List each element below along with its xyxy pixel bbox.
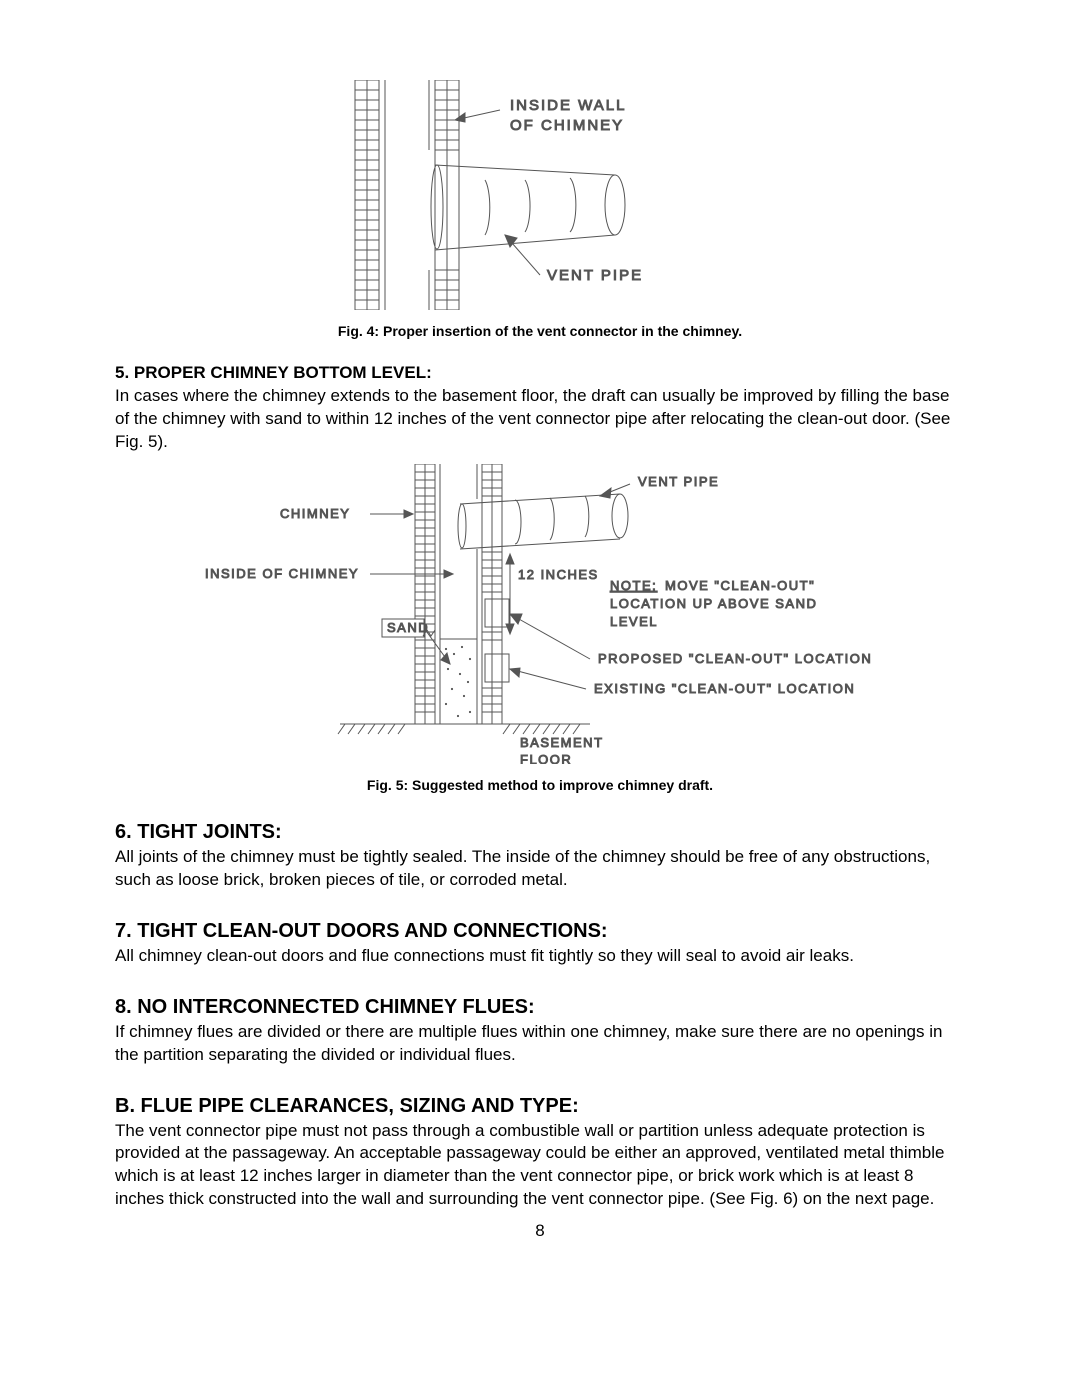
- fig5-label-note-3: LOCATION UP ABOVE SAND: [610, 596, 817, 611]
- fig5-label-proposed: PROPOSED "CLEAN-OUT" LOCATION: [598, 651, 872, 666]
- section-5-title: 5. PROPER CHIMNEY BOTTOM LEVEL:: [115, 363, 965, 383]
- fig4-label-inside-wall-1: INSIDE WALL: [510, 97, 626, 114]
- section-5: 5. PROPER CHIMNEY BOTTOM LEVEL: In cases…: [115, 363, 965, 454]
- fig5-label-basement-2: FLOOR: [520, 752, 572, 764]
- fig5-label-inside: INSIDE OF CHIMNEY: [205, 566, 359, 581]
- figure-5: CHIMNEY INSIDE OF CHIMNEY VENT PIPE 12 I…: [115, 464, 965, 793]
- figure-5-svg: CHIMNEY INSIDE OF CHIMNEY VENT PIPE 12 I…: [170, 464, 910, 764]
- figure-5-caption: Fig. 5: Suggested method to improve chim…: [115, 777, 965, 793]
- fig5-label-existing: EXISTING "CLEAN-OUT" LOCATION: [594, 681, 855, 696]
- section-6-title: 6. TIGHT JOINTS:: [115, 821, 965, 844]
- fig5-label-basement-1: BASEMENT: [520, 735, 604, 750]
- section-b-title: B. FLUE PIPE CLEARANCES, SIZING AND TYPE…: [115, 1095, 965, 1118]
- fig5-label-note-2: MOVE "CLEAN-OUT": [665, 578, 815, 593]
- fig5-label-sand: SAND: [387, 620, 429, 635]
- figure-4-svg: INSIDE WALL OF CHIMNEY VENT PIPE: [325, 80, 755, 310]
- section-7-body: All chimney clean-out doors and flue con…: [115, 945, 965, 968]
- page-number: 8: [0, 1221, 1080, 1241]
- figure-4: INSIDE WALL OF CHIMNEY VENT PIPE Fig. 4:…: [115, 80, 965, 339]
- fig5-label-chimney: CHIMNEY: [280, 506, 350, 521]
- fig5-label-note-1: NOTE:: [610, 578, 657, 593]
- section-b-body: The vent connector pipe must not pass th…: [115, 1120, 965, 1212]
- section-6-body: All joints of the chimney must be tightl…: [115, 846, 965, 892]
- section-8-title: 8. NO INTERCONNECTED CHIMNEY FLUES:: [115, 996, 965, 1019]
- fig5-label-note-4: LEVEL: [610, 614, 658, 629]
- fig5-label-12inches: 12 INCHES: [518, 567, 599, 582]
- figure-4-caption: Fig. 4: Proper insertion of the vent con…: [115, 323, 965, 339]
- document-page: INSIDE WALL OF CHIMNEY VENT PIPE Fig. 4:…: [0, 0, 1080, 1271]
- section-8-body: If chimney flues are divided or there ar…: [115, 1021, 965, 1067]
- fig4-label-vent-pipe: VENT PIPE: [547, 267, 643, 284]
- section-5-body: In cases where the chimney extends to th…: [115, 385, 965, 454]
- fig5-label-vent-pipe: VENT PIPE: [638, 474, 719, 489]
- section-7-title: 7. TIGHT CLEAN-OUT DOORS AND CONNECTIONS…: [115, 920, 965, 943]
- fig4-label-inside-wall-2: OF CHIMNEY: [510, 117, 624, 134]
